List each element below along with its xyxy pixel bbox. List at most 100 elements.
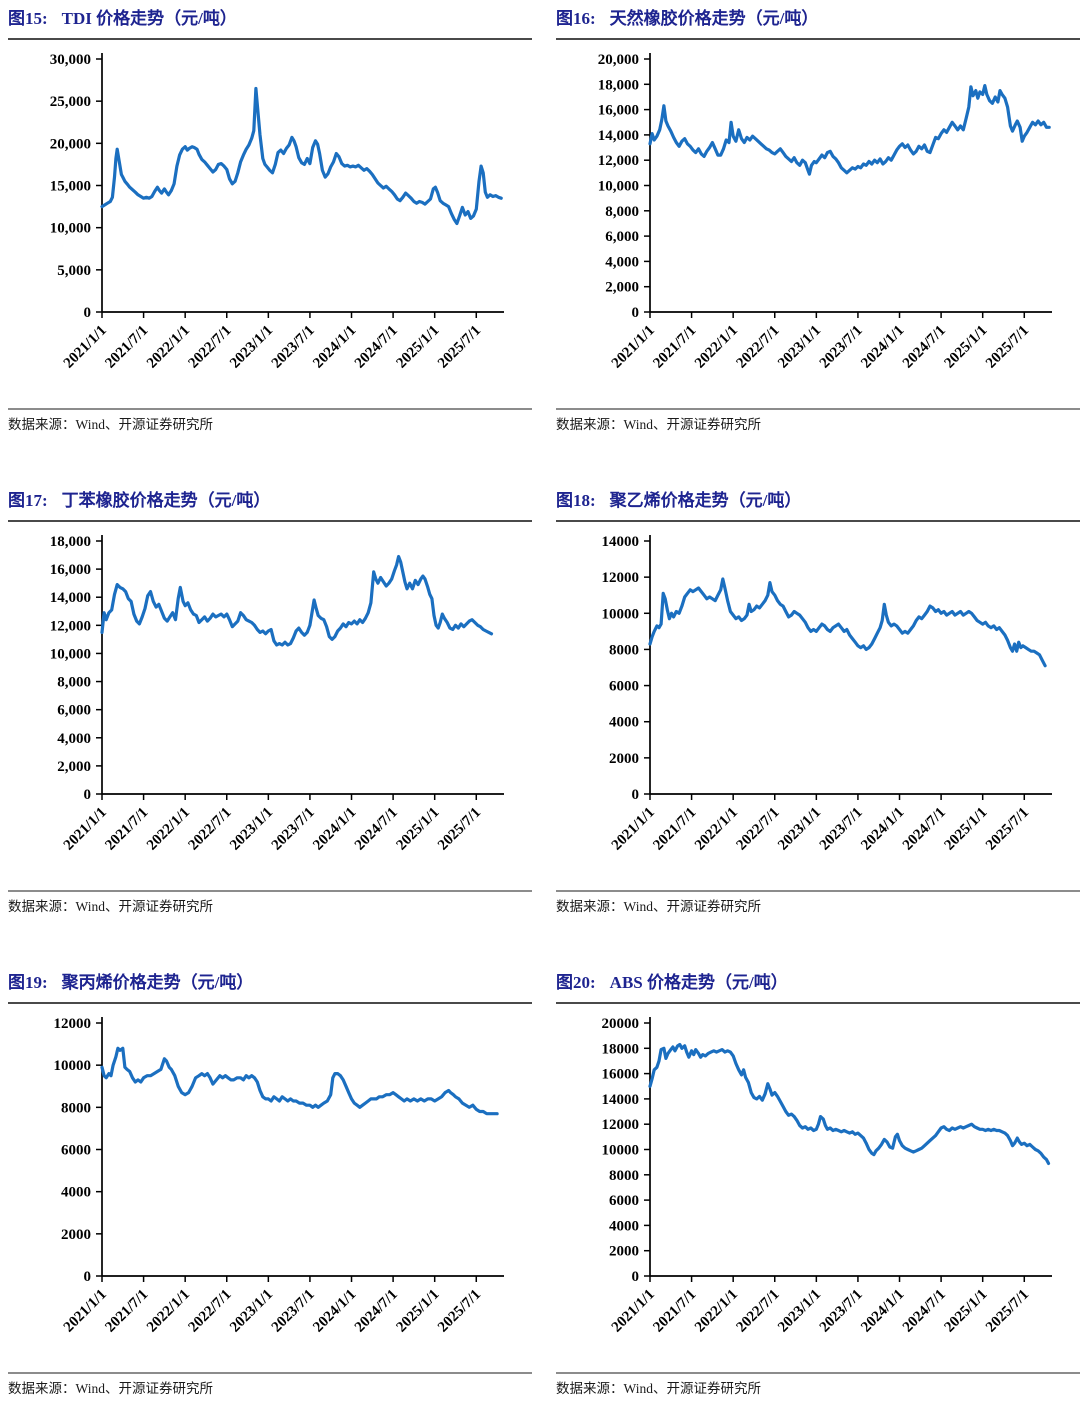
price-series-line	[648, 577, 1047, 668]
y-axis-tick-label: 14,000	[598, 128, 639, 144]
x-axis-tick-label: 2021/1/1	[609, 1287, 658, 1336]
y-axis-tick-label: 18,000	[598, 77, 639, 93]
y-axis-tick-label: 2000	[61, 1227, 91, 1243]
y-axis-tick-label: 30,000	[50, 52, 91, 68]
y-axis-tick-label: 6000	[609, 679, 639, 695]
y-axis-tick-label: 6000	[61, 1143, 91, 1159]
y-axis-tick-label: 2,000	[605, 280, 639, 296]
x-axis-tick-label: 2022/1/1	[692, 805, 741, 854]
x-axis-tick-label: 2021/7/1	[650, 805, 699, 854]
data-source-text: 数据来源：Wind、开源证券研究所	[556, 417, 761, 432]
x-axis-tick-label: 2025/1/1	[941, 1287, 990, 1336]
x-axis-tick-label: 2021/1/1	[61, 1287, 110, 1336]
y-axis-tick-label: 18000	[602, 1041, 640, 1057]
data-source-text: 数据来源：Wind、开源证券研究所	[8, 417, 213, 432]
x-axis-tick-label: 2025/1/1	[393, 323, 442, 372]
y-axis-tick-label: 12,000	[50, 618, 91, 634]
y-axis-tick-label: 8,000	[57, 675, 91, 691]
x-axis-tick-label: 2025/7/1	[435, 1287, 484, 1336]
y-axis-tick-label: 12000	[602, 1117, 640, 1133]
x-axis-tick-label: 2021/7/1	[650, 1287, 699, 1336]
y-axis-tick-label: 10000	[602, 1143, 640, 1159]
y-axis-tick-label: 16000	[602, 1067, 640, 1083]
x-axis-tick-label: 2025/1/1	[941, 323, 990, 372]
price-series-line	[648, 83, 1051, 176]
figure-title: 图18: 聚乙烯价格走势（元/吨）	[556, 488, 1080, 522]
figure-number: 图15:	[8, 9, 48, 28]
price-series-line	[100, 86, 503, 226]
y-axis-tick-label: 12000	[602, 570, 640, 586]
y-axis-tick-label: 10,000	[598, 179, 639, 195]
x-axis-tick-label: 2024/1/1	[310, 1287, 359, 1336]
x-axis-tick-label: 2024/7/1	[900, 1287, 949, 1336]
tdi-price-chart: 0 5,000 10,000 15,000 20,000 25,000 30,000 2021…	[8, 46, 532, 404]
figure-number: 图16:	[556, 9, 596, 28]
x-axis-tick-label: 2021/1/1	[609, 323, 658, 372]
y-axis-tick-label: 18,000	[50, 534, 91, 550]
figure-15-tdi-price: 图15: TDI 价格走势（元/吨） 0 5,000 10,000 15,000 20,…	[8, 6, 532, 434]
x-axis-tick-label: 2025/1/1	[393, 805, 442, 854]
data-source-line: 数据来源：Wind、开源证券研究所	[8, 408, 532, 434]
y-axis-tick-label: 0	[84, 305, 92, 321]
x-axis-tick-label: 2025/7/1	[435, 805, 484, 854]
x-axis-tick-label: 2025/7/1	[435, 323, 484, 372]
y-axis-tick-label: 14000	[602, 1092, 640, 1108]
x-axis-tick-label: 2022/1/1	[144, 323, 193, 372]
x-axis-tick-label: 2025/1/1	[393, 1287, 442, 1336]
y-axis-tick-label: 4000	[609, 1218, 639, 1234]
y-axis-tick-label: 0	[84, 787, 92, 803]
y-axis-tick-label: 8000	[609, 642, 639, 658]
figure-18-polyethylene-price: 图18: 聚乙烯价格走势（元/吨） 0 2000 4000 6000 8000 10000…	[556, 488, 1080, 916]
x-axis-tick-label: 2022/7/1	[186, 323, 235, 372]
y-axis-tick-label: 0	[632, 1269, 640, 1285]
x-axis-tick-label: 2023/7/1	[269, 323, 318, 372]
x-axis-tick-label: 2022/1/1	[144, 1287, 193, 1336]
x-axis-tick-label: 2025/7/1	[983, 805, 1032, 854]
y-axis-tick-label: 16,000	[598, 103, 639, 119]
sbr-price-chart: 0 2,000 4,000 6,000 8,000 10,000 12,000 14,000 1…	[8, 528, 532, 886]
x-axis-tick-label: 2024/7/1	[900, 323, 949, 372]
x-axis-tick-label: 2023/1/1	[775, 1287, 824, 1336]
y-axis-tick-label: 6,000	[57, 703, 91, 719]
natural-rubber-price-chart: 0 2,000 4,000 6,000 8,000 10,000 12,000 14,000 1…	[556, 46, 1080, 404]
x-axis-tick-label: 2023/1/1	[227, 323, 276, 372]
figure-title-text: 聚乙烯价格走势（元/吨）	[609, 491, 802, 510]
x-axis-tick-label: 2023/1/1	[227, 805, 276, 854]
data-source-line: 数据来源：Wind、开源证券研究所	[8, 890, 532, 916]
data-source-text: 数据来源：Wind、开源证券研究所	[556, 899, 761, 914]
figure-title-text: 丁苯橡胶价格走势（元/吨）	[61, 491, 271, 510]
x-axis-tick-label: 2024/7/1	[352, 1287, 401, 1336]
figure-title: 图15: TDI 价格走势（元/吨）	[8, 6, 532, 40]
x-axis-tick-label: 2021/1/1	[609, 805, 658, 854]
y-axis-tick-label: 2,000	[57, 759, 91, 775]
x-axis-tick-label: 2023/7/1	[817, 323, 866, 372]
figure-title: 图19: 聚丙烯价格走势（元/吨）	[8, 970, 532, 1004]
x-axis-tick-label: 2023/7/1	[269, 805, 318, 854]
line-chart-svg: 0 5,000 10,000 15,000 20,000 25,000 30,000 2021…	[50, 52, 504, 372]
data-source-line: 数据来源：Wind、开源证券研究所	[556, 408, 1080, 434]
y-axis-tick-label: 5,000	[57, 263, 91, 279]
y-axis-tick-label: 8,000	[605, 204, 639, 220]
x-axis-tick-label: 2022/1/1	[144, 805, 193, 854]
figure-title-text: ABS 价格走势（元/吨）	[609, 973, 788, 992]
x-axis-tick-label: 2023/1/1	[775, 805, 824, 854]
y-axis-tick-label: 8000	[609, 1168, 639, 1184]
x-axis-tick-label: 2024/1/1	[858, 323, 907, 372]
x-axis-tick-label: 2023/7/1	[817, 1287, 866, 1336]
line-chart-svg: 0 2000 4000 6000 8000 10000 12000 14000 2021/1/1…	[602, 534, 1052, 854]
line-chart-svg: 0 2000 4000 6000 8000 10000 12000 2021/1/12021/…	[54, 1016, 504, 1336]
y-axis-tick-label: 0	[632, 305, 640, 321]
y-axis-tick-label: 4,000	[605, 254, 639, 270]
figure-title-text: 聚丙烯价格走势（元/吨）	[61, 973, 254, 992]
line-chart-svg: 0 2,000 4,000 6,000 8,000 10,000 12,000 14,000 1…	[50, 534, 504, 854]
y-axis-tick-label: 16,000	[50, 562, 91, 578]
y-axis-tick-label: 12,000	[598, 153, 639, 169]
figure-number: 图19:	[8, 973, 48, 992]
x-axis-tick-label: 2022/1/1	[692, 1287, 741, 1336]
line-chart-svg: 0 2,000 4,000 6,000 8,000 10,000 12,000 14,000 1…	[598, 52, 1052, 372]
figure-number: 图18:	[556, 491, 596, 510]
x-axis-tick-label: 2024/7/1	[352, 805, 401, 854]
polyethylene-price-chart: 0 2000 4000 6000 8000 10000 12000 14000 2021/1/1…	[556, 528, 1080, 886]
abs-price-chart: 0 2000 4000 6000 8000 10000 12000 14000 16000 180…	[556, 1010, 1080, 1368]
